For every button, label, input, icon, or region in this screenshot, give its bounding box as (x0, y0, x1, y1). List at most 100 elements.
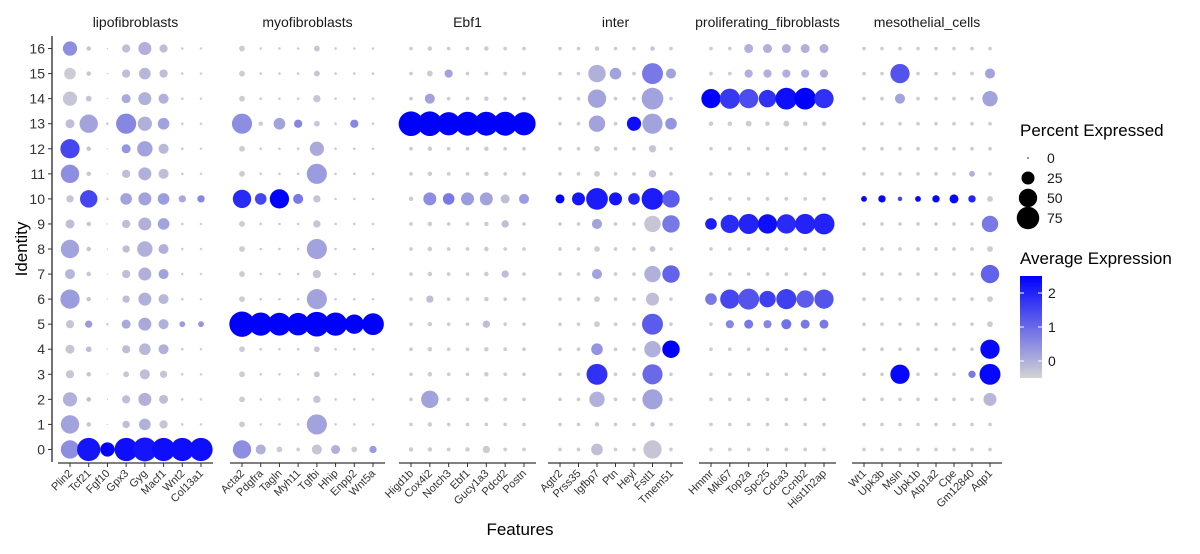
dot-msln-3 (890, 364, 910, 384)
dot-cox4i2-14 (424, 93, 435, 104)
dot-cdca3-4 (784, 347, 789, 352)
panel-title: mesothelial_cells (874, 14, 981, 30)
dot-fgf10-8 (106, 248, 109, 250)
panel-title: Ebf1 (453, 14, 482, 30)
dot-pdcd2-9 (501, 220, 509, 228)
dot-tagln-15 (278, 72, 281, 75)
dot-hist1h2ap-1 (822, 422, 826, 427)
dot-plin2-12 (60, 139, 80, 159)
dot-macf1-14 (158, 93, 169, 104)
panels-layer: lipofibroblastsPlin2Tcf21Fgf10Gpx3GygMac… (49, 14, 1002, 511)
dot-wnt5a-4 (371, 347, 375, 351)
dot-gm12840-9 (970, 222, 974, 226)
dot-aqp1-7 (980, 264, 1000, 284)
dot-notch3-6 (446, 297, 451, 301)
dot-myh11-14 (296, 97, 300, 100)
dot-tmem51-3 (669, 372, 673, 377)
dot-tmem51-14 (669, 96, 673, 101)
dot-ebf1-3 (465, 372, 470, 377)
dot-wnt2-13 (180, 122, 184, 126)
color-legend-title: Average Expression (1020, 249, 1172, 268)
dot-msln-9 (898, 222, 902, 226)
dot-tmem51-10 (662, 190, 680, 208)
dot-plin2-0 (60, 440, 80, 459)
dot-heyl-11 (632, 171, 636, 176)
dot-gyg-7 (138, 267, 152, 281)
dot-tmem51-11 (669, 171, 673, 176)
dot-prss35-3 (576, 372, 581, 377)
dot-upk3b-14 (880, 96, 884, 101)
dot-hist1h2ap-9 (813, 213, 835, 235)
dot-ccnb2-1 (803, 422, 808, 427)
dot-wnt5a-11 (371, 172, 375, 176)
dot-upk3b-1 (880, 422, 884, 427)
dot-tagln-1 (278, 423, 281, 426)
dot-wnt2-10 (178, 195, 186, 203)
dot-ccnb2-5 (800, 319, 810, 329)
dot-notch3-2 (446, 397, 451, 402)
dot-col13a1-10 (197, 195, 205, 203)
dot-hmmr-5 (709, 322, 713, 327)
dot-spc25-4 (765, 347, 770, 352)
dot-hhip-7 (334, 272, 337, 276)
y-tick-label-4: 4 (37, 341, 45, 357)
dot-mki67-12 (727, 146, 732, 151)
dot-gm12840-14 (970, 96, 974, 101)
dot-hhip-1 (334, 423, 337, 426)
dot-fgf10-2 (106, 398, 109, 401)
dot-gpx3-5 (121, 319, 131, 329)
dot-postn-15 (522, 71, 526, 76)
dot-ebf1-5 (465, 322, 470, 327)
dot-fgf10-16 (106, 47, 109, 50)
dot-top2a-7 (746, 272, 751, 276)
dot-hmmr-13 (708, 121, 714, 126)
dot-tmem51-4 (662, 340, 680, 358)
dot-gpx3-9 (122, 219, 131, 229)
dot-tagln-13 (273, 117, 286, 130)
dot-enpp2-6 (352, 297, 356, 301)
dot-col13a1-0 (189, 437, 213, 462)
dot-ebf1-7 (465, 272, 470, 276)
dot-enpp2-14 (352, 97, 356, 100)
dot-ebf1-2 (465, 397, 470, 402)
dot-tmem51-0 (669, 447, 673, 452)
dot-cox4i2-5 (427, 321, 433, 327)
dot-msln-6 (898, 297, 902, 301)
dot-postn-12 (522, 146, 526, 151)
y-tick-label-13: 13 (29, 116, 45, 132)
dot-agtr2-0 (558, 447, 562, 452)
panel-5: mesothelial_cellsWt1Upk3bMslnUpk1bAtp1a2… (847, 14, 1002, 510)
dot-wnt2-8 (180, 247, 184, 251)
dot-tgfbi-10 (313, 195, 321, 203)
dot-mki67-7 (727, 272, 732, 276)
dot-col13a1-2 (199, 398, 203, 401)
dot-tmem51-16 (669, 46, 673, 51)
dot-gucy1a3-1 (484, 422, 489, 427)
dot-myh11-6 (296, 297, 300, 301)
dot-heyl-10 (628, 193, 640, 205)
dot-prss35-6 (576, 297, 581, 301)
dot-gyg-1 (139, 418, 151, 431)
dot-wnt5a-8 (371, 247, 375, 251)
dot-heyl-5 (632, 322, 636, 327)
dot-postn-7 (522, 272, 526, 276)
dot-pdgfra-11 (259, 172, 263, 176)
dot-upk1b-7 (916, 272, 920, 276)
dot-higd1b-4 (409, 347, 413, 352)
panel-title: lipofibroblasts (93, 14, 179, 30)
dot-higd1b-6 (409, 297, 413, 301)
dot-tmem51-12 (669, 146, 673, 151)
dot-ebf1-11 (465, 171, 470, 176)
dot-pdcd2-3 (503, 372, 508, 377)
dot-wnt5a-12 (371, 147, 375, 151)
dot-pdgfra-5 (249, 312, 273, 336)
dot-plin2-16 (62, 41, 78, 56)
dot-higd1b-15 (409, 71, 413, 76)
dot-gm12840-0 (970, 447, 974, 452)
dot-gucy1a3-5 (482, 320, 491, 328)
dot-hhip-12 (334, 147, 337, 151)
dot-mki67-14 (719, 88, 740, 109)
dot-plin2-15 (64, 67, 76, 80)
dot-aqp1-5 (987, 321, 993, 328)
